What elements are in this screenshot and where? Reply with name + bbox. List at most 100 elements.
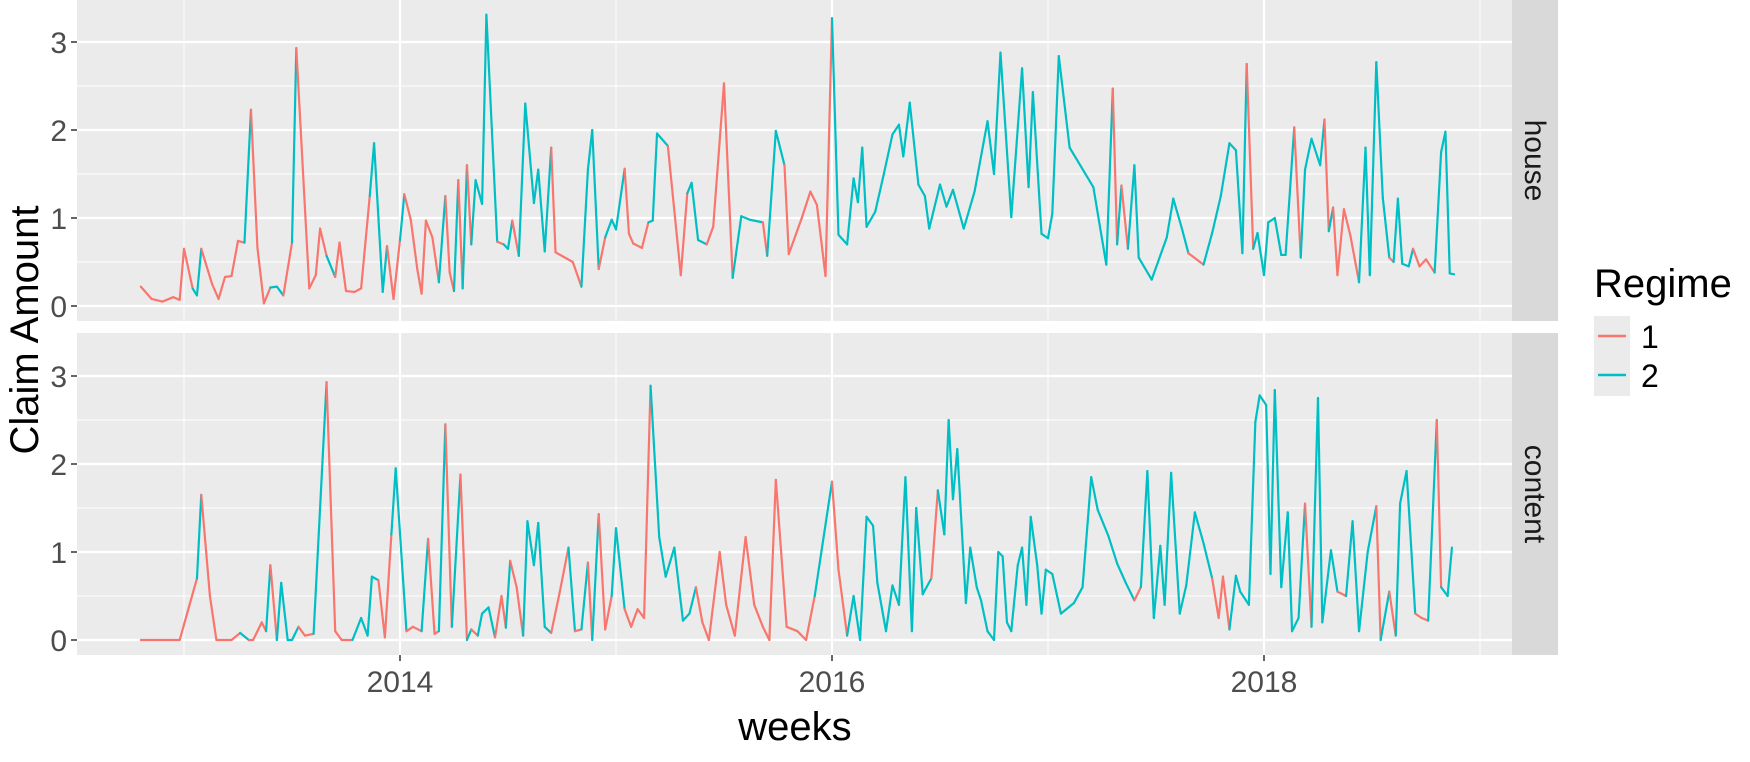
series-segment	[496, 240, 505, 246]
facet-strip-label-content: content	[1518, 445, 1551, 544]
legend-key-background	[1594, 316, 1630, 396]
series-segment	[733, 535, 747, 637]
series-segment	[403, 193, 412, 221]
series-segment	[846, 594, 855, 637]
series-segment	[930, 489, 939, 580]
series-segment	[303, 632, 315, 637]
series-segment	[314, 227, 322, 277]
series-segment	[1040, 568, 1047, 615]
series-segment	[1027, 91, 1034, 189]
y-tick-label: 0	[50, 291, 67, 324]
series-segment	[290, 47, 298, 244]
series-segment	[1116, 562, 1127, 584]
series-segment	[280, 581, 289, 642]
y-tick-label: 3	[50, 27, 67, 60]
series-segment	[774, 129, 786, 167]
series-segment	[377, 579, 386, 639]
series-segment	[252, 621, 263, 642]
y-tick-label: 1	[50, 203, 67, 236]
series-segment	[1368, 61, 1378, 277]
series-segment	[1219, 142, 1231, 198]
series-segment	[871, 524, 879, 584]
series-segment	[986, 120, 996, 176]
series-segment	[200, 247, 214, 286]
series-segment	[1388, 590, 1397, 637]
series-segment	[1256, 231, 1266, 277]
series-segment	[1310, 396, 1320, 628]
series-segment	[1303, 502, 1313, 628]
series-segment	[532, 168, 540, 205]
series-segment	[1202, 542, 1214, 580]
series-segment	[1303, 137, 1313, 171]
series-segment	[1020, 546, 1028, 606]
series-segment	[610, 527, 618, 598]
series-segment	[161, 296, 175, 303]
series-segment	[1254, 394, 1261, 423]
series-segment	[951, 447, 959, 501]
series-segment	[1396, 197, 1404, 265]
facet-strip	[1512, 0, 1558, 321]
series-segment	[334, 630, 343, 642]
series-segment	[707, 550, 721, 642]
series-segment	[632, 242, 644, 250]
series-segment	[550, 146, 557, 254]
series-segment	[753, 603, 764, 628]
series-segment	[1342, 208, 1352, 237]
series-segment	[1258, 394, 1268, 407]
series-segment	[1090, 476, 1099, 511]
series-segment	[1180, 227, 1190, 255]
series-segment	[1234, 574, 1242, 593]
series-segment	[178, 247, 186, 301]
series-segment	[1051, 54, 1060, 215]
series-segment	[688, 586, 698, 615]
series-segment	[515, 586, 525, 637]
series-segment	[1392, 197, 1400, 264]
series-segment	[664, 546, 676, 578]
series-segment	[461, 164, 469, 290]
series-segment	[344, 289, 356, 294]
series-segment	[1211, 577, 1220, 620]
series-segment	[969, 546, 978, 589]
plot-panels: 0 1 2 3 house 0 1 2 3 content 2014 2016 2018	[50, 0, 1558, 699]
series-segment	[1366, 505, 1378, 554]
series-segment	[928, 183, 942, 230]
series-segment	[243, 108, 253, 244]
series-segment	[485, 13, 499, 243]
series-segment	[1299, 168, 1307, 259]
series-segment	[325, 381, 337, 633]
series-segment	[722, 82, 734, 279]
series-segment	[390, 467, 397, 536]
series-segment	[785, 625, 799, 633]
series-segment	[511, 219, 520, 257]
series-segment	[1418, 258, 1428, 268]
series-segment	[604, 218, 613, 239]
series-segment	[420, 537, 430, 633]
series-segment	[591, 513, 600, 642]
series-segment	[874, 172, 885, 213]
series-segment	[1068, 146, 1095, 189]
series-segment	[774, 478, 788, 628]
series-segment	[1178, 584, 1188, 615]
series-segment	[1111, 87, 1119, 246]
series-segment	[1126, 164, 1136, 250]
series-segment	[1020, 67, 1030, 189]
series-segment	[1364, 146, 1371, 277]
series-segment	[1323, 118, 1330, 233]
series-segment	[1297, 502, 1307, 620]
series-segment	[882, 133, 894, 176]
series-segment	[517, 102, 527, 257]
series-segment	[938, 183, 948, 208]
series-segment	[239, 631, 250, 642]
series-segment	[1001, 555, 1009, 624]
series-segment	[550, 590, 561, 635]
series-segment	[761, 221, 769, 257]
series-segment	[923, 194, 931, 230]
series-segment	[437, 194, 447, 284]
series-segment	[1321, 549, 1333, 624]
series-segment	[450, 473, 462, 628]
series-segment	[824, 17, 834, 278]
series-segment	[1193, 511, 1205, 545]
series-segment	[597, 236, 607, 271]
facet-panel-house: 0 1 2 3 house	[50, 0, 1558, 324]
series-segment	[962, 190, 976, 230]
